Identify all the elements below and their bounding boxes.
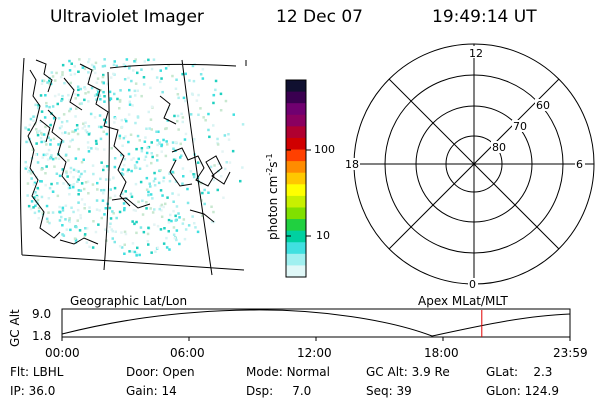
colorbar-axis-label: photon cm-2s-1	[265, 153, 280, 240]
app-title: Ultraviolet Imager	[50, 7, 204, 27]
colorbar-swatch	[286, 137, 306, 151]
time-label: 19:49:14 UT	[432, 7, 537, 27]
y-tick-top: 9.0	[32, 307, 51, 321]
colorbar-swatch	[286, 230, 306, 243]
mlt-label-6: 6	[576, 158, 583, 171]
colorbar-swatch	[286, 265, 306, 278]
info-mode: Mode: Normal	[246, 365, 330, 379]
x-tick-2359: 23:59	[553, 346, 588, 360]
colorbar-swatch	[286, 253, 306, 267]
info-flt: Flt: LBHL	[10, 365, 64, 379]
colorbar-tick-10: 10	[316, 229, 330, 242]
y-axis-title: GC Alt	[8, 309, 22, 347]
colorbar-swatch	[286, 219, 306, 232]
colorbar-swatch	[286, 207, 306, 220]
mlt-label-12: 12	[469, 47, 483, 60]
info-glat: GLat: 2.3	[486, 365, 553, 379]
info-door: Door: Open	[126, 365, 195, 379]
date-label: 12 Dec 07	[276, 7, 363, 27]
colorbar-swatch	[286, 184, 306, 197]
geographic-image	[19, 57, 247, 276]
altitude-timeline: Geographic Lat/Lon Apex MLat/MLT GC Alt …	[8, 294, 588, 360]
info-seq: Seq: 39	[366, 384, 412, 398]
x-tick-0000: 00:00	[45, 346, 80, 360]
colorbar-swatch	[286, 161, 306, 174]
info-dsp: Dsp: 7.0	[246, 384, 312, 398]
colorbar-swatch	[286, 172, 306, 185]
x-tick-1800: 18:00	[424, 346, 459, 360]
x-tick-0600: 06:00	[170, 346, 205, 360]
colorbar-swatch	[286, 114, 306, 127]
info-ip: IP: 36.0	[10, 384, 56, 398]
info-gc-alt: GC Alt: 3.9 Re	[366, 365, 450, 379]
timeline-left-label: Geographic Lat/Lon	[70, 294, 187, 308]
x-tick-1200: 12:00	[297, 346, 332, 360]
lat-label-60: 60	[536, 99, 550, 112]
lat-label-80: 80	[492, 141, 506, 154]
lat-label-70: 70	[513, 120, 527, 133]
polar-plot	[353, 43, 595, 285]
colorbar: 100 10 photon cm-2s-1	[265, 79, 335, 278]
mlt-label-0: 0	[469, 278, 476, 291]
mlt-label-18: 18	[345, 158, 359, 171]
coastline-outline	[27, 59, 231, 245]
colorbar-swatch	[286, 80, 306, 93]
info-glon: GLon: 124.9	[486, 384, 559, 398]
info-gain: Gain: 14	[126, 384, 177, 398]
colorbar-tick-100: 100	[314, 143, 335, 156]
colorbar-swatch	[286, 103, 306, 116]
colorbar-swatch	[286, 126, 306, 139]
altitude-curve	[61, 309, 571, 337]
colorbar-swatch	[286, 149, 306, 162]
latlon-gridline	[19, 57, 247, 276]
colorbar-swatch	[286, 242, 306, 255]
colorbar-swatch	[286, 91, 306, 104]
timeline-right-label: Apex MLat/MLT	[418, 294, 508, 308]
y-tick-bottom: 1.8	[32, 329, 51, 343]
colorbar-swatch	[286, 195, 306, 209]
